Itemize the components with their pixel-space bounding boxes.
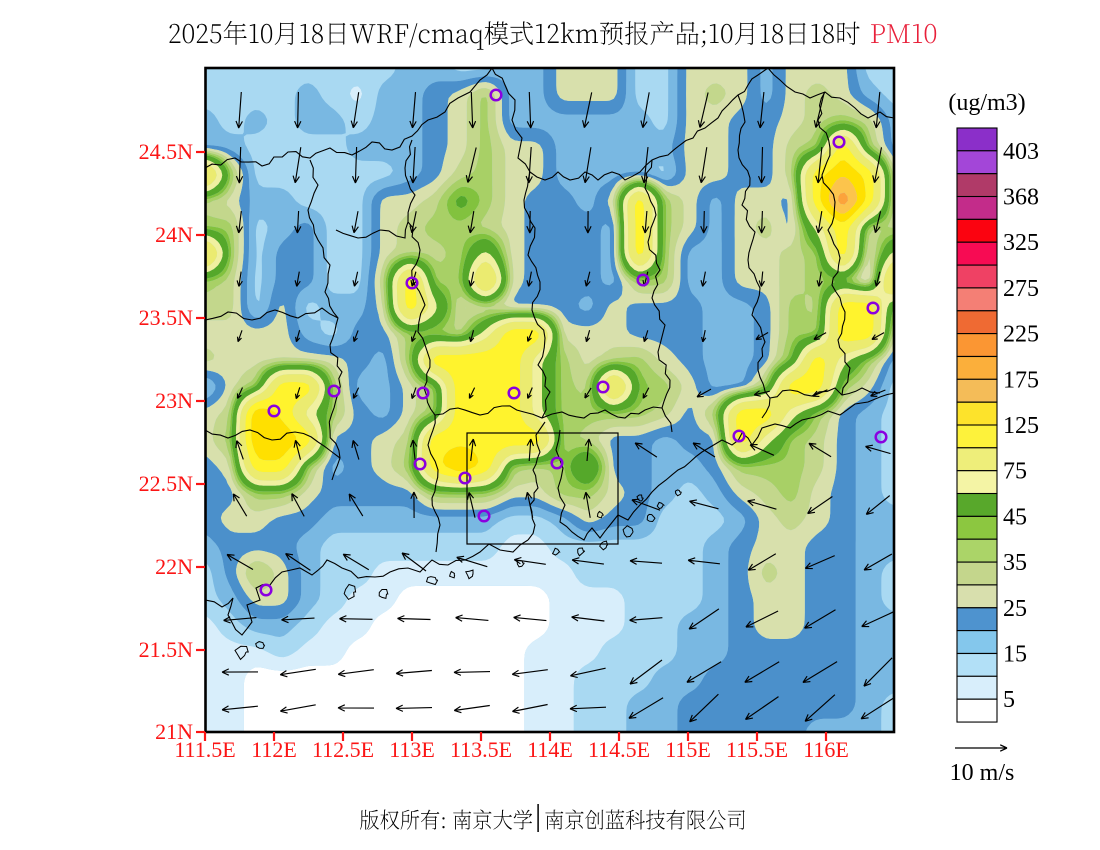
svg-text:113E: 113E [389, 737, 435, 762]
svg-text:114.5E: 114.5E [588, 737, 650, 762]
svg-text:24N: 24N [155, 222, 193, 247]
svg-text:24.5N: 24.5N [139, 139, 194, 164]
svg-text:45: 45 [1003, 504, 1027, 530]
svg-text:21.5N: 21.5N [139, 637, 194, 662]
svg-text:113.5E: 113.5E [450, 737, 512, 762]
svg-text:125: 125 [1003, 413, 1039, 439]
svg-text:111.5E: 111.5E [174, 737, 235, 762]
svg-text:23N: 23N [155, 388, 193, 413]
svg-text:403: 403 [1003, 139, 1039, 165]
svg-text:175: 175 [1003, 367, 1039, 393]
svg-text:(ug/m3): (ug/m3) [948, 90, 1025, 116]
svg-text:10 m/s: 10 m/s [950, 760, 1015, 786]
svg-text:115.5E: 115.5E [726, 737, 788, 762]
svg-text:112E: 112E [251, 737, 297, 762]
svg-text:23.5N: 23.5N [139, 305, 194, 330]
svg-text:75: 75 [1003, 459, 1027, 485]
svg-text:225: 225 [1003, 322, 1039, 348]
svg-text:114E: 114E [527, 737, 573, 762]
svg-text:22.5N: 22.5N [139, 471, 194, 496]
svg-text:368: 368 [1003, 185, 1039, 211]
svg-text:15: 15 [1003, 642, 1027, 668]
svg-text:112.5E: 112.5E [312, 737, 374, 762]
svg-text:35: 35 [1003, 550, 1027, 576]
svg-text:116E: 116E [803, 737, 849, 762]
svg-text:21N: 21N [155, 719, 193, 744]
svg-text:325: 325 [1003, 230, 1039, 256]
svg-text:22N: 22N [155, 554, 193, 579]
svg-text:5: 5 [1003, 687, 1015, 713]
svg-text:25: 25 [1003, 596, 1027, 622]
svg-text:275: 275 [1003, 276, 1039, 302]
svg-text:115E: 115E [665, 737, 711, 762]
